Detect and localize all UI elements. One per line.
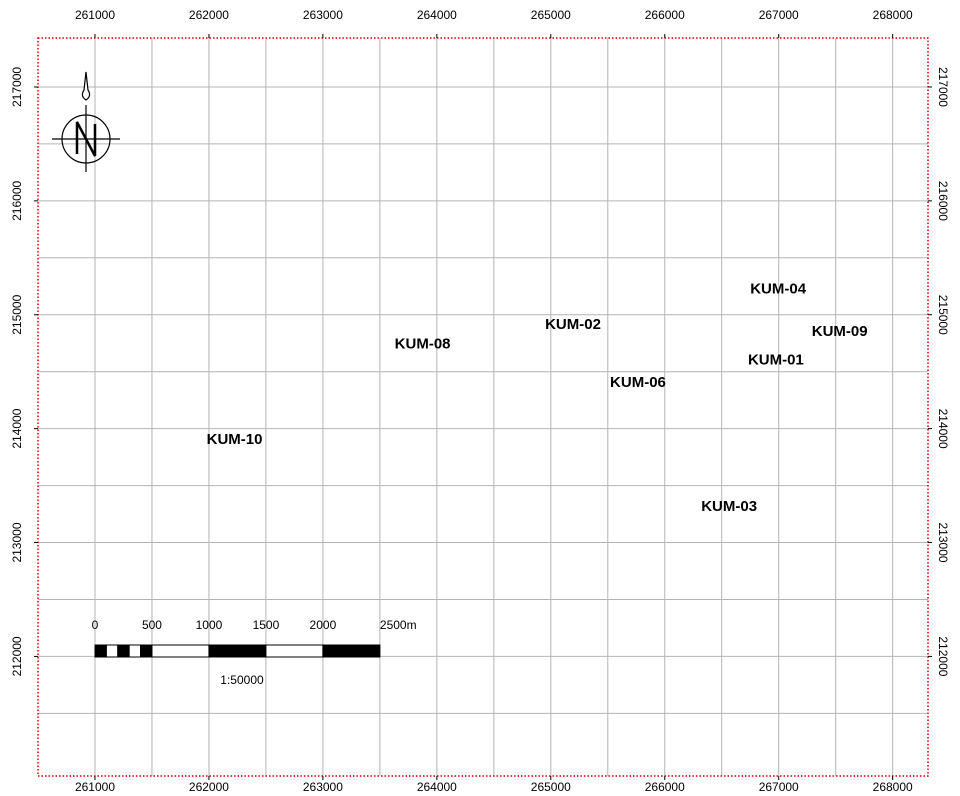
y-tick-label: 212000	[936, 636, 950, 676]
scale-bar-label: 1000	[196, 618, 223, 632]
y-tick-label: 215000	[10, 294, 24, 334]
y-tick-label: 216000	[936, 181, 950, 221]
well-label: KUM-01	[748, 351, 804, 368]
north-arrow	[52, 71, 120, 172]
scale-bar-segment	[265, 644, 324, 658]
well-label: KUM-04	[750, 281, 806, 298]
scale-bar-segment	[105, 644, 119, 658]
x-tick-label: 265000	[531, 780, 571, 794]
y-tick-label: 215000	[936, 295, 950, 335]
x-tick-label: 261000	[75, 8, 115, 22]
layer: 261000 261000 262000 262000 263000 263000 2640…	[10, 8, 950, 794]
y-tick-label: 214000	[10, 408, 24, 448]
well-label: KUM-10	[207, 431, 263, 448]
scale-bar-segment	[322, 644, 381, 658]
scale-bar-segment	[151, 644, 210, 658]
x-tick-label: 267000	[759, 8, 799, 22]
x-tick-label: 263000	[303, 780, 343, 794]
y-tick-label: 216000	[10, 181, 24, 221]
scale-bar-label: 2500m	[380, 618, 417, 632]
scale-bar-label: 0	[92, 618, 99, 632]
x-tick-label: 262000	[189, 780, 229, 794]
y-tick-label: 213000	[10, 522, 24, 562]
y-tick-label: 212000	[10, 636, 24, 676]
scale-bar-label: 500	[142, 618, 162, 632]
scale-ratio: 1:50000	[220, 673, 264, 687]
x-tick-label: 266000	[645, 780, 685, 794]
x-tick-label: 268000	[873, 8, 913, 22]
x-tick-label: 262000	[189, 8, 229, 22]
scale-bar-segment	[208, 644, 267, 658]
map-frame	[37, 37, 929, 777]
y-tick-label: 214000	[936, 409, 950, 449]
scale-bar-label: 2000	[310, 618, 337, 632]
x-tick-label: 266000	[645, 8, 685, 22]
y-tick-label: 213000	[936, 523, 950, 563]
well-label: KUM-02	[545, 316, 601, 333]
y-tick-label: 217000	[10, 67, 24, 107]
x-tick-label: 264000	[417, 8, 457, 22]
scale-bar-segment	[128, 644, 142, 658]
well-label: KUM-08	[395, 335, 451, 352]
scale-bar-label: 1500	[253, 618, 280, 632]
x-tick-label: 263000	[303, 8, 343, 22]
x-tick-label: 268000	[873, 780, 913, 794]
x-tick-label: 267000	[759, 780, 799, 794]
scale-bar-segment	[94, 644, 107, 658]
well-label: KUM-03	[701, 498, 757, 515]
y-tick-label: 217000	[936, 67, 950, 107]
x-tick-label: 261000	[75, 780, 115, 794]
scale-bar-segment	[117, 644, 130, 658]
well-label: KUM-06	[610, 374, 666, 391]
scale-bar-segment	[140, 644, 153, 658]
x-tick-label: 264000	[417, 780, 457, 794]
well-label: KUM-09	[812, 323, 868, 340]
x-tick-label: 265000	[531, 8, 571, 22]
